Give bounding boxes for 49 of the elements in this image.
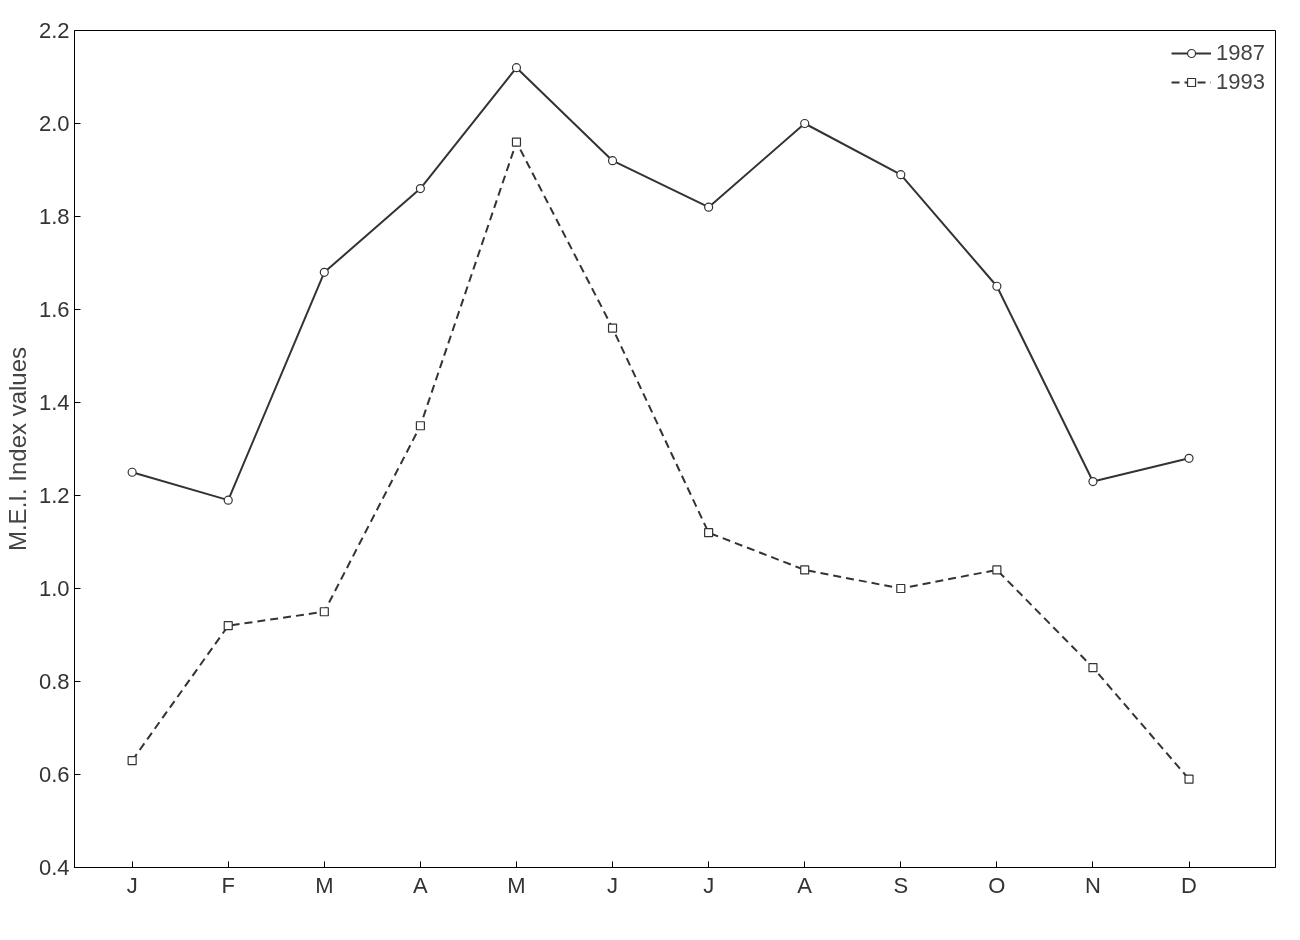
point <box>223 621 233 631</box>
point <box>511 137 522 147</box>
point <box>319 607 329 617</box>
x-tick-label: A <box>413 872 429 898</box>
y-tick-label: 1.4 <box>38 390 70 415</box>
y-tick-label: 0.6 <box>38 762 70 787</box>
x-tick-label: D <box>1181 872 1197 898</box>
x-tick-label: J <box>126 872 138 898</box>
point <box>511 63 522 73</box>
point <box>223 495 233 505</box>
point <box>607 156 618 166</box>
point <box>704 202 714 212</box>
x-tick-label: M <box>315 872 334 898</box>
y-tick-label: 1.8 <box>38 204 70 229</box>
y-tick-label: 0.4 <box>38 855 70 880</box>
legend-label: 1987 <box>1216 40 1265 66</box>
point <box>1088 476 1098 487</box>
point <box>415 421 425 431</box>
y-axis-title: M.E.I. Index values <box>3 346 31 552</box>
x-tick-label: J <box>703 872 715 898</box>
point <box>992 565 1002 575</box>
point <box>319 267 329 277</box>
point <box>1184 453 1194 463</box>
point <box>896 583 906 594</box>
x-tick-label: J <box>607 872 619 898</box>
y-tick-label: 2.0 <box>38 111 70 136</box>
x-tick-label: A <box>797 872 813 898</box>
point <box>127 755 137 766</box>
point <box>1088 662 1098 673</box>
point <box>800 565 810 575</box>
point <box>896 170 906 180</box>
x-tick-label: S <box>893 872 909 898</box>
y-tick-label: 0.8 <box>38 669 70 694</box>
point <box>1184 774 1194 784</box>
y-tick-label: 1.2 <box>38 483 70 508</box>
y-tick-label: 2.2 <box>38 18 70 43</box>
x-tick-label: O <box>988 872 1006 898</box>
y-tick-label: 1.0 <box>38 576 70 601</box>
point <box>607 323 618 333</box>
point <box>992 281 1002 291</box>
point <box>704 528 714 538</box>
point <box>800 118 810 129</box>
x-tick-label: F <box>221 872 235 898</box>
y-tick-label: 1.6 <box>38 297 70 322</box>
x-tick-label: N <box>1085 872 1101 898</box>
point <box>415 184 425 194</box>
x-tick-label: M <box>507 872 526 898</box>
point <box>127 467 137 477</box>
legend-label: 1993 <box>1216 69 1265 95</box>
